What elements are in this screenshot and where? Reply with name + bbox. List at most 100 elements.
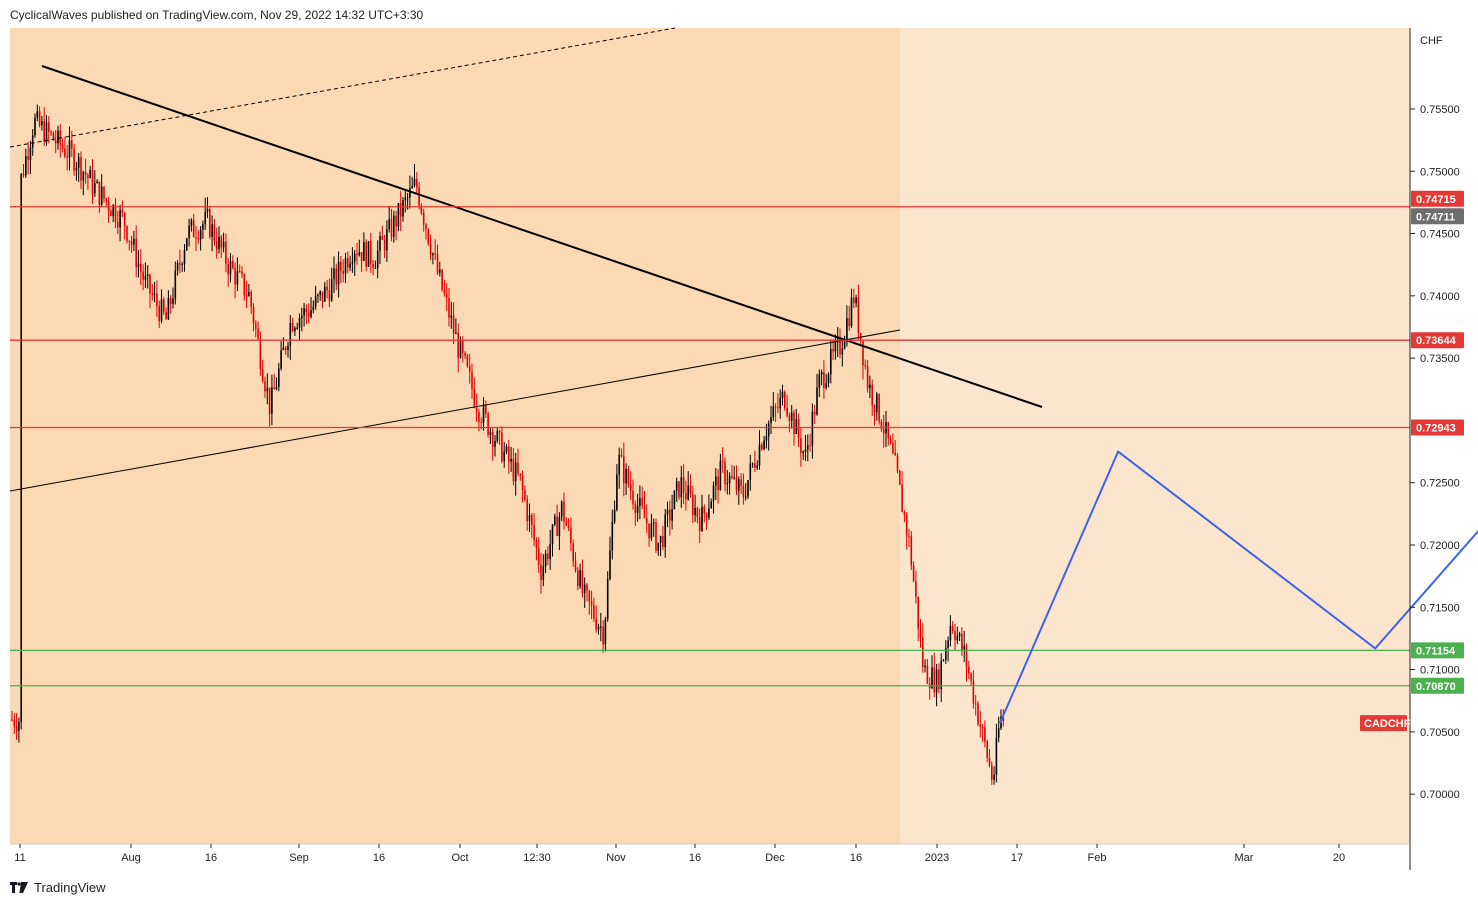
candle-body	[38, 111, 41, 126]
candle-body	[639, 498, 641, 506]
candle-body	[429, 243, 432, 256]
candle-body	[268, 387, 271, 414]
candle-body	[588, 590, 591, 602]
candle-body	[979, 724, 982, 727]
candle-body	[597, 626, 600, 630]
candle-body	[659, 536, 662, 543]
time-tick-label: 16	[373, 852, 385, 864]
candle-body	[565, 521, 568, 526]
candle-body	[938, 669, 940, 689]
candle-body	[181, 264, 183, 266]
candle-body	[618, 454, 620, 475]
candle-body	[367, 241, 370, 267]
candle-body	[935, 669, 938, 693]
price-tick-label: 0.70000	[1420, 789, 1460, 801]
candle-body	[478, 411, 480, 422]
candle-body	[232, 261, 234, 269]
candle-body	[779, 397, 781, 409]
candle-body	[991, 765, 993, 780]
candle-body	[96, 181, 98, 184]
candle-body	[328, 290, 331, 301]
candle-body	[901, 484, 903, 513]
candle-body	[673, 490, 676, 510]
candle-body	[243, 274, 246, 296]
candle-body	[866, 366, 869, 389]
candle-body	[222, 241, 225, 248]
candle-body	[754, 463, 756, 468]
candle-body	[11, 719, 13, 721]
candle-body	[646, 518, 648, 524]
candle-body	[770, 417, 772, 424]
candle-body	[176, 262, 179, 271]
candle-body	[427, 229, 430, 244]
candle-body	[761, 444, 763, 450]
candle-body	[816, 387, 818, 415]
candle-body	[871, 384, 873, 406]
candle-body	[696, 508, 699, 518]
candle-body	[312, 306, 315, 310]
candle-body	[537, 547, 540, 565]
symbol-tag-box	[1360, 715, 1407, 732]
candle-body	[71, 140, 73, 149]
price-tag-box	[1411, 642, 1464, 659]
candle-body	[112, 205, 114, 217]
ascending-trendline	[9, 329, 901, 492]
candle-body	[117, 222, 119, 228]
candle-body	[784, 391, 786, 409]
candle-body	[708, 508, 710, 518]
candle-body	[169, 297, 172, 304]
candle-body	[494, 441, 496, 447]
candle-body	[475, 405, 478, 412]
candle-body	[790, 412, 793, 421]
symbol-tag-label: CADCHF	[1364, 718, 1411, 730]
candle-body	[719, 460, 722, 491]
candle-body	[245, 295, 248, 297]
candle-body	[250, 292, 252, 307]
candle-body	[731, 475, 733, 478]
candle-body	[848, 318, 850, 327]
candle-body	[899, 470, 901, 485]
price-tag-label: 0.74711	[1416, 211, 1455, 223]
price-tag-box	[1411, 190, 1464, 207]
candle-body	[717, 476, 719, 491]
candle-body	[174, 270, 177, 299]
candle-body	[209, 208, 211, 237]
price-tick-label: 0.71500	[1420, 602, 1460, 614]
candle-body	[972, 680, 975, 704]
candle-body	[330, 279, 333, 301]
time-axis: 11 Aug 16 Sep 16 Oct 12:30 Nov 16 Dec 16 2023 17 Feb M…	[14, 844, 1345, 864]
price-tag-box	[1411, 419, 1464, 436]
candle-body	[340, 261, 342, 272]
candle-body	[298, 318, 301, 328]
candle-body	[146, 274, 149, 277]
candle-body	[862, 340, 864, 365]
candle-body	[383, 239, 386, 251]
candle-body	[756, 465, 758, 468]
candle-body	[190, 219, 193, 226]
candle-body	[94, 183, 96, 194]
candle-body	[91, 169, 94, 194]
candle-body	[126, 226, 128, 241]
footer-brand[interactable]: TradingView	[10, 880, 106, 895]
candle-body	[252, 306, 255, 324]
candle-body	[650, 523, 653, 539]
candle-body	[353, 253, 356, 262]
candle-body	[80, 156, 82, 181]
time-tick-label: 16	[205, 852, 217, 864]
candle-body	[949, 626, 952, 641]
candle-body	[685, 492, 687, 500]
price-tag-label: 0.71154	[1416, 645, 1456, 657]
candle-body	[450, 315, 453, 318]
candle-body	[705, 513, 708, 518]
time-tick-label: 20	[1333, 852, 1345, 864]
candle-body	[45, 122, 48, 143]
candle-body	[335, 268, 338, 285]
candle-body	[830, 349, 832, 375]
candle-body	[636, 505, 639, 514]
price-tick-label: 0.73500	[1420, 353, 1460, 365]
candle-body	[29, 147, 32, 160]
candle-body	[89, 169, 91, 179]
candle-body	[64, 148, 66, 157]
candle-body	[404, 197, 407, 201]
